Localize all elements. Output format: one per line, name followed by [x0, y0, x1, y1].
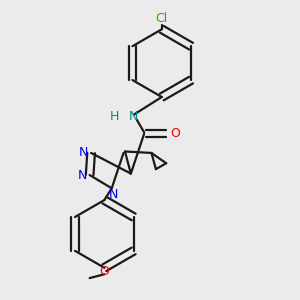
- Text: O: O: [170, 127, 180, 140]
- Text: N: N: [109, 188, 118, 201]
- Text: N: N: [129, 110, 139, 123]
- Text: H: H: [110, 110, 119, 123]
- Text: Cl: Cl: [156, 13, 168, 26]
- Text: O: O: [99, 265, 109, 278]
- Text: N: N: [79, 146, 88, 159]
- Text: N: N: [78, 169, 87, 182]
